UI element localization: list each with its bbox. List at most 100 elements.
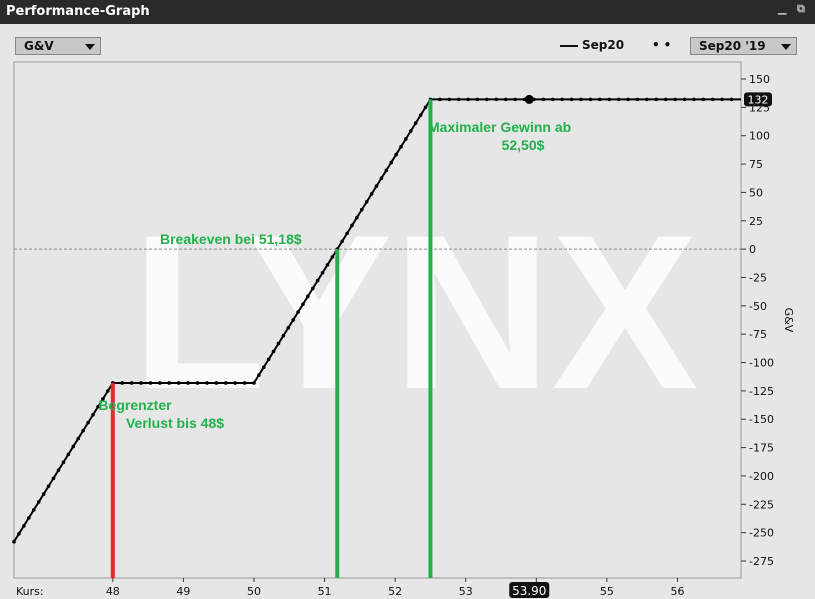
payoff-dot bbox=[252, 381, 256, 385]
payoff-line bbox=[13, 98, 741, 543]
payoff-dot bbox=[46, 484, 51, 488]
payoff-dot bbox=[550, 97, 555, 102]
payoff-dot bbox=[413, 121, 418, 125]
y-tick-label: -250 bbox=[749, 527, 774, 540]
payoff-dot bbox=[579, 97, 583, 102]
payoff-dot bbox=[76, 436, 81, 441]
legend-line-entry: Sep20 bbox=[560, 38, 624, 52]
y-tick-label: 100 bbox=[749, 130, 770, 143]
payoff-dot bbox=[720, 97, 724, 102]
payoff-dot bbox=[513, 97, 517, 102]
payoff-dot bbox=[261, 365, 266, 369]
legend-line-icon bbox=[560, 44, 578, 47]
payoff-dot bbox=[369, 192, 374, 196]
current-price-label: 53.90 bbox=[512, 584, 546, 598]
payoff-dot bbox=[276, 341, 281, 346]
watermark-text: LYNX bbox=[132, 189, 699, 435]
y-tick-label: -75 bbox=[749, 328, 767, 341]
payoff-dot bbox=[541, 97, 546, 102]
payoff-dot bbox=[31, 508, 36, 512]
payoff-dot bbox=[36, 500, 41, 504]
payoff-dot bbox=[167, 381, 172, 385]
y-tick-label: -275 bbox=[749, 555, 774, 568]
y-tick-label: 50 bbox=[749, 186, 763, 199]
minimize-icon[interactable]: ▁ bbox=[778, 2, 787, 15]
x-tick-label: 56 bbox=[670, 585, 684, 598]
x-tick-label: 53 bbox=[459, 585, 473, 598]
y-tick-label: -100 bbox=[749, 357, 774, 370]
detach-icon[interactable]: ⧉ bbox=[797, 2, 805, 15]
payoff-dot bbox=[301, 302, 305, 307]
payoff-dot bbox=[56, 468, 61, 473]
y-tick-label: -200 bbox=[749, 470, 774, 483]
payoff-dot bbox=[423, 105, 428, 110]
payoff-dot bbox=[22, 524, 26, 528]
payoff-dot bbox=[374, 184, 379, 188]
current-price-dot bbox=[524, 94, 534, 104]
payoff-dot bbox=[654, 97, 659, 102]
x-tick-label: 52 bbox=[388, 585, 402, 598]
payoff-dot bbox=[296, 310, 300, 314]
payoff-dot bbox=[176, 381, 181, 385]
payoff-dot bbox=[673, 97, 677, 102]
payoff-dot bbox=[663, 97, 668, 102]
payoff-dot bbox=[710, 97, 715, 102]
payoff-dot bbox=[101, 397, 105, 401]
payoff-dot bbox=[51, 476, 56, 481]
marker-annotation: Begrenzter bbox=[98, 397, 172, 413]
payoff-dot bbox=[96, 404, 100, 409]
y-tick-label: 25 bbox=[749, 215, 763, 228]
payoff-dot bbox=[86, 420, 90, 425]
y-tick-label: -125 bbox=[749, 385, 774, 398]
payoff-dot bbox=[409, 129, 413, 133]
window-title: Performance-Graph bbox=[6, 4, 150, 19]
payoff-dot bbox=[139, 381, 143, 385]
payoff-dot bbox=[205, 381, 209, 385]
y-tick-label: -225 bbox=[749, 498, 774, 511]
x-axis-label: Kurs: bbox=[16, 585, 44, 598]
payoff-dot bbox=[418, 113, 423, 117]
y-tick-label: -175 bbox=[749, 442, 774, 455]
payoff-dot bbox=[729, 97, 734, 102]
window-titlebar: Performance-Graph ▁ ⧉ bbox=[0, 0, 815, 24]
payoff-dot bbox=[588, 97, 593, 102]
legend-line-label: Sep20 bbox=[582, 38, 625, 52]
payoff-dot bbox=[81, 428, 85, 433]
payoff-dot bbox=[306, 294, 310, 299]
x-tick-label: 55 bbox=[600, 585, 614, 598]
payoff-dot bbox=[214, 381, 219, 385]
payoff-dot bbox=[447, 97, 452, 102]
expiry-select[interactable]: Sep20 '19 bbox=[690, 37, 797, 55]
payoff-dot bbox=[17, 531, 21, 536]
payoff-dot bbox=[345, 231, 349, 236]
metric-select-value: G&V bbox=[24, 39, 54, 53]
x-tick-label: 49 bbox=[176, 585, 190, 598]
payoff-dot bbox=[281, 333, 286, 338]
payoff-dot bbox=[330, 255, 335, 259]
payoff-dot bbox=[626, 97, 630, 102]
current-value-badge bbox=[744, 92, 772, 107]
expiry-select-value: Sep20 '19 bbox=[699, 39, 766, 53]
payoff-dot bbox=[41, 492, 46, 496]
payoff-dot bbox=[158, 381, 162, 385]
payoff-dot bbox=[61, 460, 66, 465]
payoff-dot bbox=[129, 381, 134, 385]
payoff-dot bbox=[71, 444, 76, 449]
marker-annotation: Maximaler Gewinn ab bbox=[428, 119, 571, 135]
marker-annotation: 52,50$ bbox=[502, 137, 545, 153]
payoff-dot bbox=[350, 223, 354, 228]
payoff-dot bbox=[233, 381, 237, 385]
marker-annotation: Verlust bis 48$ bbox=[126, 415, 224, 431]
payoff-dot bbox=[494, 97, 499, 102]
metric-select[interactable]: G&V bbox=[15, 37, 101, 55]
plot-area bbox=[13, 61, 742, 579]
payoff-dot bbox=[364, 200, 369, 204]
payoff-dot bbox=[379, 176, 384, 181]
payoff-dot bbox=[106, 389, 110, 393]
payoff-dot bbox=[404, 137, 408, 141]
payoff-dot bbox=[325, 263, 330, 267]
chevron-down-icon bbox=[781, 44, 791, 50]
payoff-dot bbox=[315, 278, 320, 283]
legend-dots-icon: •• bbox=[652, 38, 676, 52]
